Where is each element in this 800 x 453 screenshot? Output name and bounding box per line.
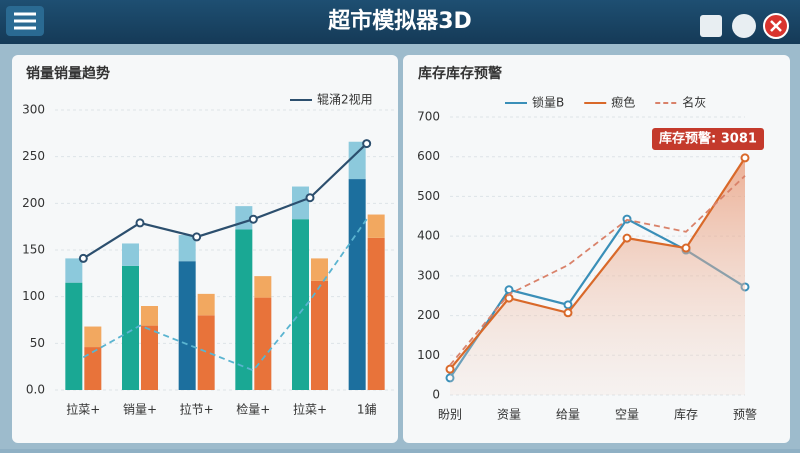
annotation: 库存预警: 3081: [659, 131, 757, 147]
bar-segment: [292, 219, 309, 390]
bar-segment: [197, 315, 215, 390]
point: [445, 364, 455, 374]
bar-segment: [254, 276, 272, 298]
point: [135, 218, 145, 228]
bar-segment: [235, 229, 253, 390]
x-tick-label: 空量: [615, 408, 639, 422]
notes-button[interactable]: [700, 15, 722, 37]
y-tick-label: 300: [417, 268, 440, 282]
y-tick-label: 700: [417, 110, 440, 124]
bar-segment: [348, 141, 366, 180]
y-tick-label: 0: [432, 388, 440, 402]
x-tick-label: 预警: [733, 407, 757, 422]
x-tick-label: 给量: [556, 408, 580, 422]
menu-icon: [14, 12, 36, 30]
legend-label: 瘛色: [611, 95, 635, 110]
y-tick-label: 250: [22, 149, 45, 163]
y-tick-label: 500: [417, 189, 440, 203]
bar-segment: [65, 258, 83, 283]
y-tick-label: 400: [417, 229, 440, 243]
game-title: 超市模拟器3D: [328, 8, 472, 34]
x-tick-label: 盼别: [438, 408, 462, 422]
legend-label: 辊涌2视用: [317, 92, 373, 107]
bar-segment: [141, 325, 158, 390]
bar-segment: [178, 235, 196, 262]
y-tick-label: 150: [22, 243, 45, 257]
y-tick-label: 0.0: [26, 383, 45, 397]
y-tick-label: 300: [22, 103, 45, 117]
annotation-box: [652, 128, 764, 150]
line: [449, 175, 746, 366]
bar-segment: [65, 282, 83, 390]
point: [681, 243, 691, 253]
bar-segment: [367, 237, 385, 390]
bar-segment: [292, 186, 309, 220]
bar-segment: [122, 243, 139, 266]
y-tick-label: 200: [417, 308, 440, 322]
bar-segment: [367, 214, 385, 238]
x-tick-label: 拉菜+: [293, 402, 327, 417]
line: [449, 157, 746, 370]
x-tick-label: 检量+: [236, 402, 270, 417]
bar-segment: [311, 280, 328, 390]
point: [78, 253, 88, 263]
legend-label: 名灰: [682, 95, 706, 110]
bar-segment: [84, 347, 102, 390]
bar-segment: [311, 258, 328, 281]
bar-segment: [141, 306, 158, 326]
y-tick-label: 200: [22, 196, 45, 210]
bar-segment: [197, 293, 215, 316]
header-bar: [0, 0, 800, 44]
point: [192, 232, 202, 242]
point: [248, 214, 258, 224]
line: [82, 218, 368, 372]
point: [622, 233, 632, 243]
x-tick-label: 库存: [674, 407, 698, 422]
point: [305, 193, 315, 203]
bar-segment: [84, 326, 102, 348]
y-tick-label: 600: [417, 149, 440, 163]
y-tick-label: 100: [22, 289, 45, 303]
panel-title: 库存库存预警: [418, 65, 502, 82]
point: [563, 308, 573, 318]
y-tick-label: 50: [30, 336, 45, 350]
x-tick-label: 1鋪: [357, 402, 377, 417]
close-icon: [770, 20, 782, 32]
x-tick-label: 资量: [497, 408, 521, 422]
x-tick-label: 销量+: [123, 403, 157, 417]
bar-segment: [254, 297, 272, 390]
point: [563, 300, 573, 310]
line: [82, 142, 368, 260]
point: [504, 293, 514, 303]
bar-segment: [122, 265, 139, 390]
bar-segment: [178, 261, 196, 390]
bar-segment: [348, 179, 366, 390]
settings-button[interactable]: [732, 14, 756, 38]
y-tick-label: 100: [417, 348, 440, 362]
point: [362, 139, 372, 149]
legend-label: 锁量B: [532, 95, 564, 110]
point: [740, 153, 750, 163]
panel-title: 销量销量趋势: [26, 65, 110, 82]
x-tick-label: 拉菜+: [66, 402, 100, 417]
x-tick-label: 拉节+: [180, 402, 214, 417]
